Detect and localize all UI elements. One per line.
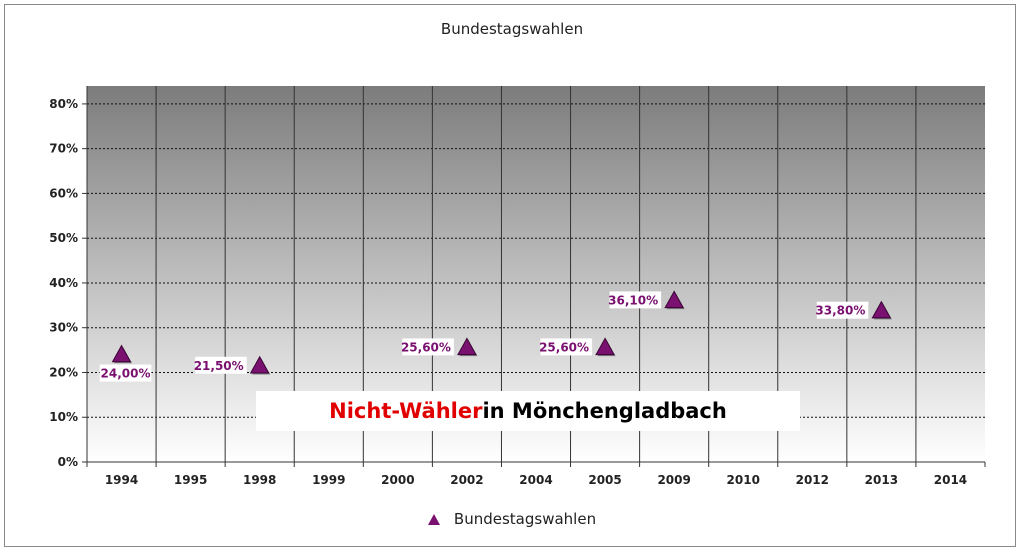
y-tick-label: 10% — [49, 410, 78, 424]
y-tick-label: 60% — [49, 186, 78, 200]
data-label-bg — [816, 301, 869, 319]
x-tick-label: 2013 — [865, 473, 898, 487]
y-tick-label: 70% — [49, 142, 78, 156]
data-point-triangle — [595, 337, 615, 356]
x-tick-label: 1994 — [105, 473, 138, 487]
data-label-bg — [402, 338, 454, 356]
data-label-bg — [609, 291, 662, 309]
data-label: 33,80% — [815, 304, 865, 318]
data-label: 25,60% — [401, 340, 451, 354]
x-tick-label: 2009 — [657, 473, 690, 487]
banner-text: in Mönchengladbach — [482, 399, 727, 423]
y-tick-label: 0% — [58, 455, 78, 469]
y-tick-label: 30% — [49, 321, 78, 335]
legend-triangle-icon — [427, 513, 440, 525]
x-tick-label: 2000 — [381, 473, 414, 487]
x-tick-label: 2002 — [450, 473, 483, 487]
data-label: 25,60% — [539, 340, 589, 354]
data-point-triangle — [249, 355, 270, 374]
data-point-triangle — [457, 337, 477, 356]
data-label: 36,10% — [608, 293, 658, 307]
data-point-triangle — [871, 300, 892, 319]
legend-label: Bundestagswahlen — [453, 510, 597, 528]
x-tick-label: 2012 — [796, 473, 829, 487]
chart-title: Bundestagswahlen — [440, 20, 584, 38]
data-label: 21,50% — [194, 359, 244, 373]
y-tick-label: 20% — [49, 365, 78, 379]
data-label-bg — [195, 356, 247, 374]
legend: Bundestagswahlen — [0, 510, 1024, 528]
y-tick-label: 40% — [49, 276, 78, 290]
x-tick-label: 2005 — [588, 473, 621, 487]
y-tick-label: 80% — [49, 97, 78, 111]
data-label-bg — [540, 338, 593, 356]
x-tick-label: 1995 — [174, 473, 207, 487]
banner-highlight: Nicht-Wähler — [329, 399, 483, 423]
x-tick-label: 2004 — [519, 473, 552, 487]
data-point-triangle — [111, 344, 132, 363]
x-tick-label: 1998 — [243, 473, 276, 487]
x-tick-label: 2010 — [727, 473, 760, 487]
x-tick-label: 1999 — [312, 473, 345, 487]
data-label-bg — [99, 364, 152, 382]
annotation-banner: Nicht-Wähler in Mönchengladbach — [256, 391, 800, 431]
y-tick-label: 50% — [49, 231, 78, 245]
data-label: 24,00% — [101, 367, 151, 381]
x-tick-label: 2014 — [934, 473, 967, 487]
data-point-triangle — [664, 290, 685, 309]
